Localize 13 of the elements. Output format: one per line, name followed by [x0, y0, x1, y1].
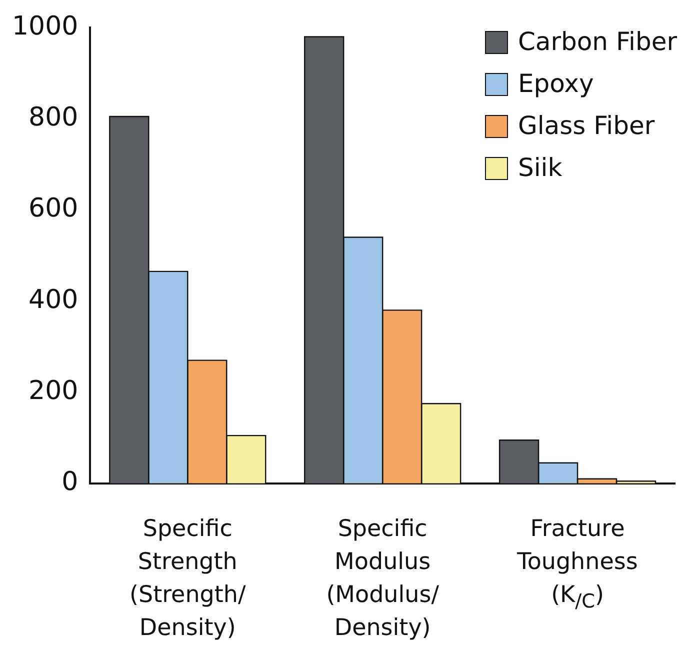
y-tick-label: 400 — [28, 284, 78, 315]
y-tick-label: 600 — [28, 194, 78, 224]
y-tick-label: 200 — [28, 376, 78, 406]
legend-label: Siik — [518, 152, 562, 184]
x-tick-label: Specific Modulus (Modulus/ Density) — [325, 515, 440, 643]
legend-label: Glass Fiber — [518, 110, 655, 142]
legend-label: Epoxy — [518, 68, 594, 100]
x-tick-label: Specific Strength (Strength/ Density) — [128, 515, 247, 643]
x-tick-label: Fracture Toughness (K$_{/C}$) — [516, 515, 639, 615]
legend-label: Carbon Fiber — [518, 26, 677, 58]
y-tick-label: 800 — [28, 102, 78, 133]
y-tick-label: 1000 — [12, 11, 78, 42]
y-tick-label: 0 — [62, 467, 78, 498]
